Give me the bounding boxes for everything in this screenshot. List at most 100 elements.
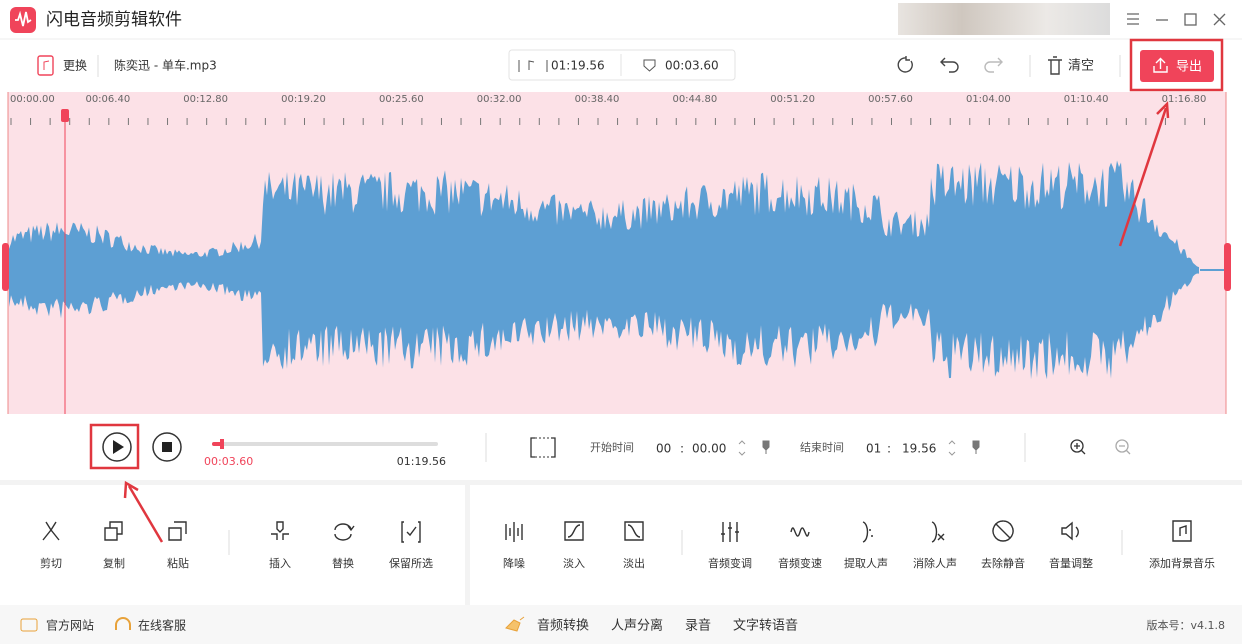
zoom-in[interactable] bbox=[1070, 439, 1084, 453]
tool-label[interactable]: 提取人声 bbox=[844, 556, 888, 570]
zoom-out[interactable] bbox=[1115, 439, 1129, 453]
tool-label[interactable]: 降噪 bbox=[503, 556, 525, 570]
end-spinner[interactable] bbox=[948, 440, 956, 456]
tool-icon bbox=[721, 522, 739, 542]
redo-button[interactable] bbox=[984, 57, 1003, 73]
app-logo bbox=[10, 7, 36, 33]
end-time-label: 结束时间 bbox=[800, 441, 844, 454]
right-handle[interactable] bbox=[1224, 243, 1231, 291]
app-title: 闪电音频剪辑软件 bbox=[46, 10, 182, 30]
footer-feature[interactable]: 录音 bbox=[685, 618, 711, 634]
footer-link[interactable]: 在线客服 bbox=[138, 618, 186, 633]
end-seconds[interactable]: 19.56 bbox=[902, 442, 936, 456]
end-minutes[interactable]: 01 bbox=[866, 442, 881, 456]
playhead-handle[interactable] bbox=[61, 109, 69, 122]
tool-label[interactable]: 添加背景音乐 bbox=[1149, 556, 1215, 570]
tool-label[interactable]: 音量调整 bbox=[1049, 556, 1093, 570]
tool-label[interactable]: 淡入 bbox=[563, 557, 585, 570]
footer-feature[interactable]: 文字转语音 bbox=[733, 618, 798, 634]
play-icon bbox=[113, 440, 124, 454]
close-button[interactable] bbox=[1213, 13, 1226, 26]
tool-label[interactable]: 保留所选 bbox=[389, 556, 433, 570]
tool-glyph bbox=[790, 527, 810, 537]
file-name: 陈奕迅 - 单车.mp3 bbox=[114, 58, 217, 73]
tool-label[interactable]: 淡出 bbox=[623, 556, 645, 570]
tool-glyph bbox=[624, 521, 644, 541]
tool-icon bbox=[931, 521, 945, 543]
arrow-head bbox=[123, 480, 139, 499]
tool-glyph bbox=[271, 521, 289, 540]
tool-glyph bbox=[42, 521, 60, 541]
progress-knob[interactable] bbox=[220, 439, 224, 449]
tool-label[interactable]: 复制 bbox=[103, 556, 125, 570]
select-range-icon[interactable] bbox=[530, 437, 556, 458]
tool-label[interactable]: 替换 bbox=[332, 556, 354, 570]
footer-link[interactable]: 官方网站 bbox=[46, 618, 94, 633]
timeline-label: 01:16.80 bbox=[1162, 94, 1207, 105]
footer-feature[interactable]: 音频转换 bbox=[537, 618, 589, 634]
refresh-button[interactable] bbox=[897, 56, 913, 73]
undo-button[interactable] bbox=[940, 57, 959, 73]
panel-gap bbox=[465, 485, 470, 605]
file-icon bbox=[37, 55, 54, 76]
export-button[interactable] bbox=[1140, 50, 1214, 82]
timeline-label: 01:10.40 bbox=[1064, 94, 1109, 105]
timeline-label: 00:38.40 bbox=[575, 94, 620, 105]
duration: 01:19.56 bbox=[551, 59, 605, 73]
start-seconds[interactable]: 00.00 bbox=[692, 442, 726, 456]
separator-band bbox=[0, 480, 1242, 485]
tool-label[interactable]: 插入 bbox=[269, 556, 291, 570]
tool-label[interactable]: 音频变速 bbox=[778, 556, 822, 570]
selection-icon bbox=[643, 59, 656, 72]
tool-glyph bbox=[992, 520, 1014, 542]
duration-icon bbox=[518, 60, 548, 72]
window-controls[interactable] bbox=[1127, 13, 1226, 26]
clear-button[interactable]: 清空 bbox=[1068, 59, 1094, 74]
tool-label[interactable]: 音频变调 bbox=[708, 556, 752, 570]
tool-glyph bbox=[168, 521, 187, 541]
waveform bbox=[9, 160, 1199, 380]
export-label[interactable]: 导出 bbox=[1176, 60, 1202, 75]
tool-icon bbox=[992, 520, 1014, 542]
start-time-label: 开始时间 bbox=[590, 440, 634, 454]
end-pin[interactable] bbox=[972, 440, 980, 454]
maximize-button[interactable] bbox=[1184, 13, 1197, 26]
tool-glyph bbox=[1061, 521, 1079, 541]
highlight-box bbox=[89, 423, 140, 470]
tool-icon bbox=[1061, 521, 1079, 541]
footer-items: 官方网站 在线客服 音频转换 人声分离 录音 文字转语音 版本号：v4.1.8 bbox=[20, 616, 1225, 634]
start-minutes[interactable]: 00 bbox=[656, 442, 671, 456]
convert-icon bbox=[505, 616, 525, 632]
left-handle[interactable] bbox=[2, 243, 9, 291]
tool-glyph bbox=[334, 523, 355, 541]
menu-button[interactable] bbox=[1127, 13, 1139, 25]
start-spinner[interactable] bbox=[738, 440, 746, 456]
progress-track bbox=[212, 442, 438, 446]
tool-icon bbox=[564, 521, 584, 541]
tool-glyph bbox=[862, 521, 873, 543]
trash-icon bbox=[1048, 56, 1062, 75]
tool-icon bbox=[168, 521, 187, 541]
tool-glyph bbox=[401, 521, 421, 543]
zoom-in-glyph bbox=[1074, 443, 1086, 455]
tool-label[interactable]: 剪切 bbox=[40, 556, 62, 570]
tool-label[interactable]: 粘贴 bbox=[167, 556, 189, 570]
website-icon bbox=[20, 618, 38, 632]
arrow bbox=[127, 485, 164, 543]
support-icon bbox=[115, 617, 131, 630]
current-time: 00:03.60 bbox=[204, 455, 253, 468]
start-pin[interactable] bbox=[762, 440, 770, 454]
note-glyph bbox=[43, 60, 50, 70]
tool-label[interactable]: 去除静音 bbox=[981, 556, 1025, 570]
tool-label[interactable]: 消除人声 bbox=[913, 556, 957, 570]
tool-icon bbox=[505, 522, 523, 542]
footer-feature[interactable]: 人声分离 bbox=[611, 618, 663, 634]
timeline-label: 01:04.00 bbox=[966, 94, 1011, 105]
arrow-head bbox=[1156, 101, 1170, 119]
selection-length: 00:03.60 bbox=[665, 59, 719, 73]
tool-icon bbox=[790, 527, 810, 537]
tool-panels: 剪切 复制 粘贴 插入 替换 保留所选 降噪 淡入 淡出 音频变调 音频变速 提取人声 消除人声 去除静音… bbox=[40, 520, 1215, 570]
timeline-label: 00:12.80 bbox=[183, 94, 228, 105]
replace-button[interactable]: 更换 bbox=[63, 59, 87, 73]
